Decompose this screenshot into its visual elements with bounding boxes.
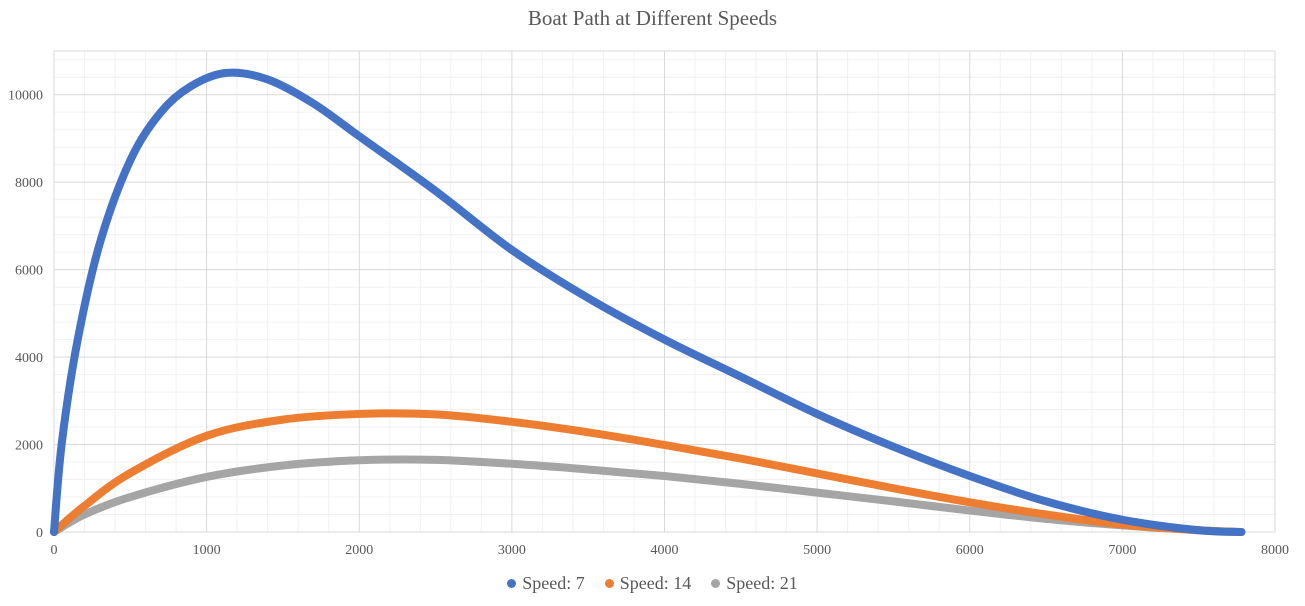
legend-item: Speed: 21: [711, 573, 798, 594]
series-line: [50, 409, 1246, 536]
x-tick-label: 0: [51, 543, 58, 558]
legend-label: Speed: 21: [726, 573, 798, 593]
series-line: [50, 68, 1246, 536]
x-tick-label: 8000: [1261, 543, 1289, 558]
legend-marker: [711, 579, 721, 588]
legend-label: Speed: 7: [522, 573, 585, 593]
legend-label: Speed: 14: [619, 573, 692, 593]
y-tick-label: 10000: [8, 89, 43, 104]
x-tick-label: 2000: [345, 543, 373, 558]
legend-marker: [507, 579, 517, 588]
x-tick-label: 4000: [651, 543, 679, 558]
x-tick-label: 5000: [803, 543, 831, 558]
y-tick-label: 4000: [15, 351, 43, 366]
x-tick-label: 7000: [1108, 543, 1136, 558]
legend-marker: [604, 579, 614, 588]
series-line: [50, 455, 1246, 536]
y-tick-label: 6000: [15, 264, 43, 279]
x-tick-label: 3000: [498, 543, 526, 558]
x-tick-label: 1000: [193, 543, 221, 558]
chart-title: Boat Path at Different Speeds: [527, 6, 778, 30]
y-tick-label: 0: [36, 526, 43, 541]
legend-item: Speed: 14: [604, 573, 692, 594]
y-tick-label: 2000: [15, 439, 43, 454]
legend-item: Speed: 7: [507, 573, 585, 594]
y-tick-label: 8000: [15, 176, 43, 191]
chart-legend: Speed: 7 Speed: 14 Speed: 21: [0, 573, 1305, 594]
x-tick-label: 6000: [956, 543, 984, 558]
